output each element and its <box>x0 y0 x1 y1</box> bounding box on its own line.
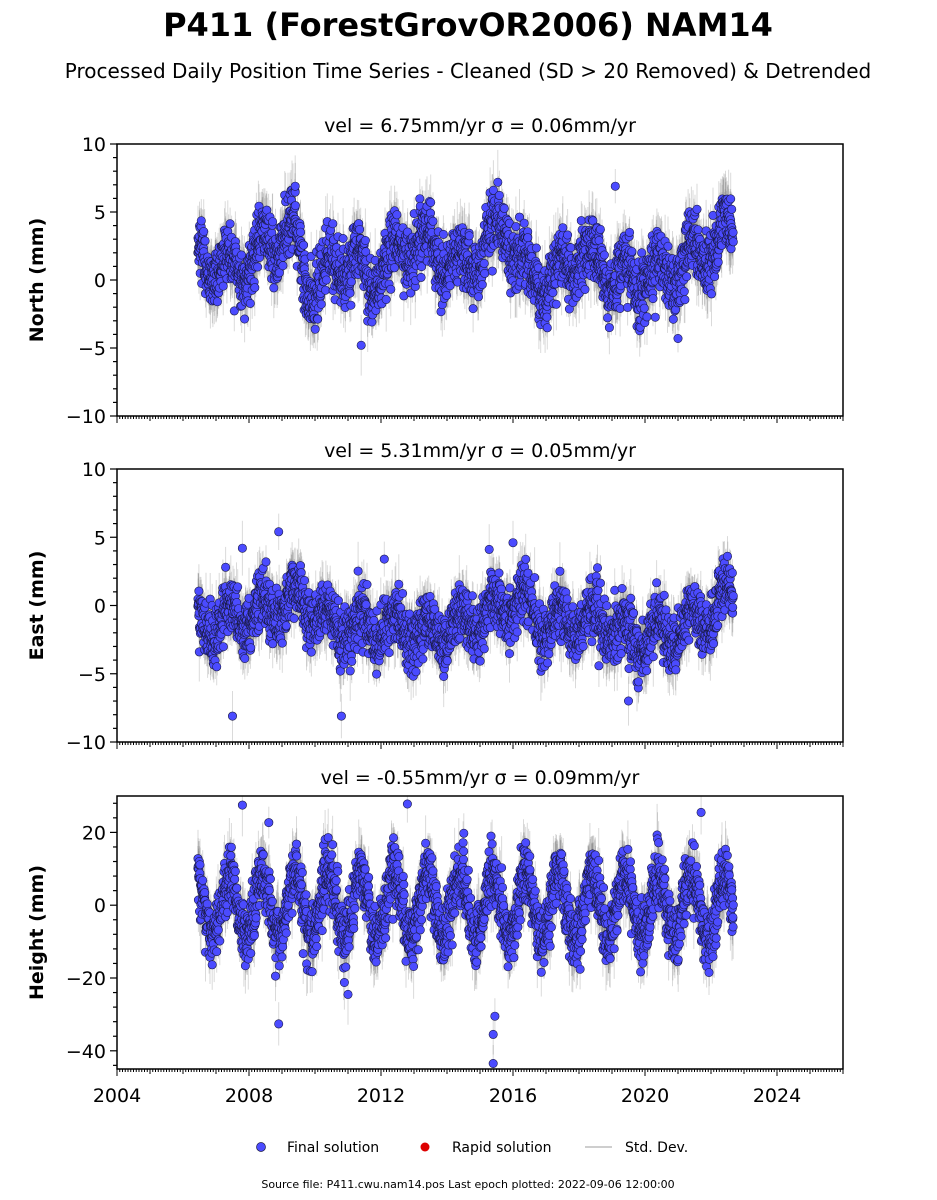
data-point <box>493 177 503 187</box>
data-point <box>548 288 558 298</box>
data-point <box>268 217 278 227</box>
panel-title: vel = 6.75mm/yr σ = 0.06mm/yr <box>324 115 636 137</box>
data-point <box>253 262 263 272</box>
data-point <box>346 300 356 310</box>
data-point <box>199 227 209 237</box>
data-point <box>445 281 455 291</box>
data-point <box>321 275 331 285</box>
data-point <box>519 218 529 228</box>
data-point <box>595 224 605 234</box>
data-point <box>225 219 235 229</box>
data-point <box>316 299 326 309</box>
data-point <box>625 227 635 237</box>
data-point <box>406 288 416 298</box>
data-point <box>392 210 402 220</box>
final-solution-points <box>193 177 738 350</box>
data-point <box>523 233 533 243</box>
data-point <box>487 266 497 276</box>
data-point <box>566 243 576 253</box>
data-point <box>290 201 300 211</box>
data-point <box>417 262 427 272</box>
data-point <box>542 312 552 322</box>
data-point <box>426 197 436 207</box>
data-point <box>386 284 396 294</box>
data-point <box>415 194 425 204</box>
data-point <box>200 236 210 246</box>
data-point <box>416 272 426 282</box>
data-point <box>240 314 250 324</box>
data-point <box>320 285 330 295</box>
data-point <box>389 263 399 273</box>
data-point <box>580 284 590 294</box>
data-point <box>196 216 206 226</box>
data-point <box>514 212 524 222</box>
data-point <box>637 248 647 258</box>
data-point <box>361 247 371 257</box>
data-point <box>355 225 365 235</box>
data-point <box>438 229 448 239</box>
data-point <box>477 280 487 290</box>
data-point <box>345 288 355 298</box>
figure-title: P411 (ForestGrovOR2006) NAM14 <box>163 6 773 44</box>
data-point <box>295 227 305 237</box>
data-point <box>576 216 586 226</box>
data-point <box>237 250 247 260</box>
data-point <box>473 292 483 302</box>
data-point <box>551 299 561 309</box>
data-point <box>328 219 338 229</box>
data-point <box>346 277 356 287</box>
data-point <box>360 236 370 246</box>
y-axis-label: North (mm) <box>26 218 48 343</box>
data-point <box>269 283 279 293</box>
data-point <box>499 203 509 213</box>
data-point <box>599 250 609 260</box>
data-point <box>563 230 573 240</box>
data-point <box>642 312 652 322</box>
data-point <box>480 268 490 278</box>
data-point <box>299 240 309 250</box>
data-point <box>558 223 568 233</box>
data-point <box>603 313 613 323</box>
data-point <box>604 323 614 333</box>
data-point <box>229 306 239 316</box>
data-point <box>511 222 521 232</box>
data-point <box>428 216 438 226</box>
data-point <box>250 283 260 293</box>
data-point <box>639 303 649 313</box>
data-point <box>479 258 489 268</box>
data-point <box>218 281 228 291</box>
data-point <box>310 324 320 334</box>
data-point <box>381 294 391 304</box>
data-point <box>278 261 288 271</box>
data-point <box>615 303 625 313</box>
data-point <box>488 185 498 195</box>
data-point <box>531 243 541 253</box>
data-point <box>494 190 504 200</box>
data-point <box>245 298 255 308</box>
figure-subtitle: Processed Daily Position Time Series - C… <box>65 59 871 83</box>
data-point <box>542 323 552 333</box>
data-point <box>442 290 452 300</box>
data-point <box>468 304 478 314</box>
data-point <box>313 314 323 324</box>
data-point <box>338 234 348 244</box>
data-point <box>627 247 637 257</box>
data-point <box>212 297 222 307</box>
data-point <box>464 231 474 241</box>
